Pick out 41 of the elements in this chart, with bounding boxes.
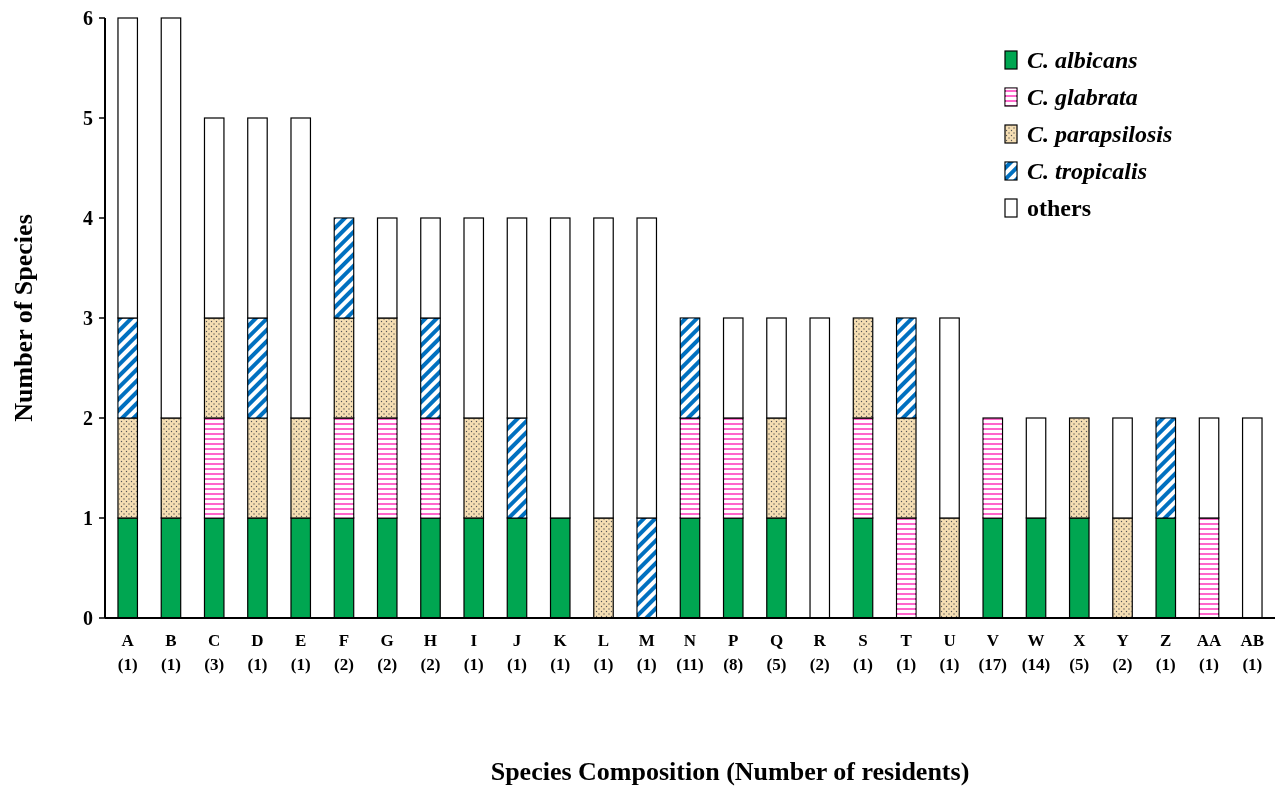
legend-label: others (1027, 195, 1091, 222)
y-tick-label: 5 (83, 107, 93, 129)
x-tick-label: X (5) (1069, 631, 1090, 674)
legend-label: C. glabrata (1027, 84, 1138, 111)
y-tick-label: 3 (83, 307, 93, 329)
legend-label: C. albicans (1027, 47, 1138, 74)
x-tick-label: Q (5) (766, 631, 787, 674)
x-tick-label: J (1) (507, 631, 527, 674)
x-tick-label: M (1) (636, 631, 657, 674)
x-tick-label: C (3) (204, 631, 225, 674)
x-tick-label: R (2) (809, 631, 830, 674)
x-tick-label: L (1) (593, 631, 614, 674)
x-tick-label: V (17) (978, 631, 1007, 674)
x-tick-label: N (11) (676, 631, 704, 674)
x-tick-label: AB (1) (1240, 631, 1265, 674)
x-tick-label: S (1) (853, 631, 873, 674)
x-tick-label: K (1) (550, 631, 571, 674)
x-tick-label: G (2) (377, 631, 398, 674)
x-tick-label: B (1) (161, 631, 181, 674)
y-tick-label: 2 (83, 407, 93, 429)
x-tick-label: E (1) (290, 631, 311, 674)
x-axis-title: Species Composition (Number of residents) (490, 757, 970, 786)
x-tick-label: AA (1) (1196, 631, 1223, 674)
y-tick-label: 1 (83, 507, 93, 529)
x-tick-label: D (1) (247, 631, 268, 674)
legend-label: C. tropicalis (1027, 158, 1148, 185)
x-tick-label: P (8) (723, 631, 744, 674)
y-axis-title: Number of Species (9, 214, 38, 422)
x-tick-label: U (1) (939, 631, 960, 674)
x-tick-label: Z (1) (1155, 631, 1176, 674)
legend-label: C. parapsilosis (1027, 121, 1173, 148)
x-tick-label: W (14) (1021, 631, 1051, 674)
x-tick-label: T (1) (896, 631, 917, 674)
x-tick-label: Y (2) (1112, 631, 1133, 674)
y-tick-label: 6 (83, 7, 93, 29)
x-tick-label: H (2) (420, 631, 441, 674)
x-tick-label: F (2) (334, 631, 354, 674)
x-tick-label: I (1) (463, 631, 484, 674)
y-tick-label: 4 (83, 207, 93, 229)
y-tick-label: 0 (83, 607, 93, 629)
x-tick-label: A (1) (117, 631, 138, 674)
